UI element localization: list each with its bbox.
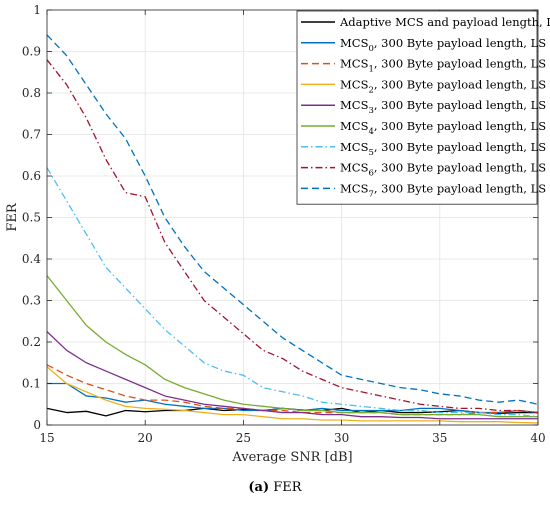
legend-entry-prefix: MCS [340,119,369,133]
legend-entry-suffix: , 300 Byte payload length, LS [374,36,546,50]
x-tick-label: 40 [530,431,545,445]
x-tick-label: 30 [334,431,349,445]
legend-entry-3: MCS2, 300 Byte payload length, LS [340,77,546,95]
y-tick-label: 0.2 [22,335,41,349]
y-tick-label: 0.3 [22,294,41,308]
legend-entry-prefix: MCS [340,181,369,195]
x-tick-label: 25 [236,431,251,445]
y-axis-label: FER [5,202,20,232]
x-tick-label: 20 [138,431,153,445]
legend-entry-suffix: , 300 Byte payload length, LS [374,57,546,71]
legend-entry-subscript: 5 [368,148,373,158]
series-line-3 [46,366,539,424]
legend-entry-subscript: 6 [368,169,373,179]
legend-entry-6: MCS5, 300 Byte payload length, LS [340,140,546,158]
legend-entry-5: MCS4, 300 Byte payload length, LS [340,119,546,137]
legend-entry-subscript: 3 [368,106,373,116]
legend-entry-suffix: , 300 Byte payload length, LS [374,181,546,195]
y-axis-ticks: 0 0.1 0.2 0.3 0.4 0.5 0.6 0.7 0.8 0.9 1 [22,3,538,432]
y-tick-label: 0.7 [22,128,41,142]
y-tick-label: 0.1 [22,377,41,391]
legend-entry-prefix: MCS [340,98,369,112]
y-tick-label: 0.8 [22,86,41,100]
series-line-6 [46,167,539,418]
legend-entry-prefix: MCS [340,161,369,175]
legend-entry-0: Adaptive MCS and payload length, LS [339,15,550,29]
caption-text: FER [273,480,302,495]
series-line-7 [46,59,539,414]
legend-entry-suffix: , 300 Byte payload length, LS [374,161,546,175]
series-line-8 [46,34,539,405]
figure-caption: (a) FER [0,480,550,495]
x-axis-ticks: 15 20 25 30 35 40 [39,10,546,445]
legend-entry-2: MCS1, 300 Byte payload length, LS [340,57,546,75]
legend-entry-subscript: 4 [368,127,373,137]
y-tick-label: 0.5 [22,211,41,225]
y-tick-label: 1 [33,3,41,17]
caption-tag: (a) [248,480,270,495]
series-line-2 [46,364,539,416]
legend-box [296,10,538,205]
legend-entry-prefix: MCS [340,77,369,91]
legend-entry-prefix: MCS [340,140,369,154]
legend: Adaptive MCS and payload length, LSMCS0,… [296,10,550,205]
y-tick-label: 0.6 [22,169,41,183]
legend-entry-suffix: , 300 Byte payload length, LS [374,77,546,91]
x-tick-label: 35 [432,431,447,445]
legend-entry-8: MCS7, 300 Byte payload length, LS [340,181,546,199]
legend-entry-suffix: , 300 Byte payload length, LS [374,140,546,154]
legend-entry-4: MCS3, 300 Byte payload length, LS [340,98,546,116]
legend-entry-subscript: 1 [368,65,373,75]
legend-entry-7: MCS6, 300 Byte payload length, LS [340,161,546,179]
legend-entry-prefix: MCS [340,36,369,50]
x-tick-label: 15 [39,431,54,445]
legend-entry-suffix: , 300 Byte payload length, LS [374,119,546,133]
y-tick-label: 0 [33,418,41,432]
y-tick-label: 0.4 [22,252,41,266]
legend-entry-prefix: MCS [340,57,369,71]
series-lines [46,34,539,424]
legend-entry-subscript: 2 [368,85,373,95]
legend-entry-1: MCS0, 300 Byte payload length, LS [340,36,546,54]
y-tick-label: 0.9 [22,45,41,59]
legend-entry-subscript: 7 [368,189,373,199]
x-axis-label: Average SNR [dB] [231,450,352,465]
legend-entry-suffix: , 300 Byte payload length, LS [374,98,546,112]
series-line-5 [46,275,538,418]
legend-entry-subscript: 0 [368,44,373,54]
series-line-4 [46,331,538,420]
